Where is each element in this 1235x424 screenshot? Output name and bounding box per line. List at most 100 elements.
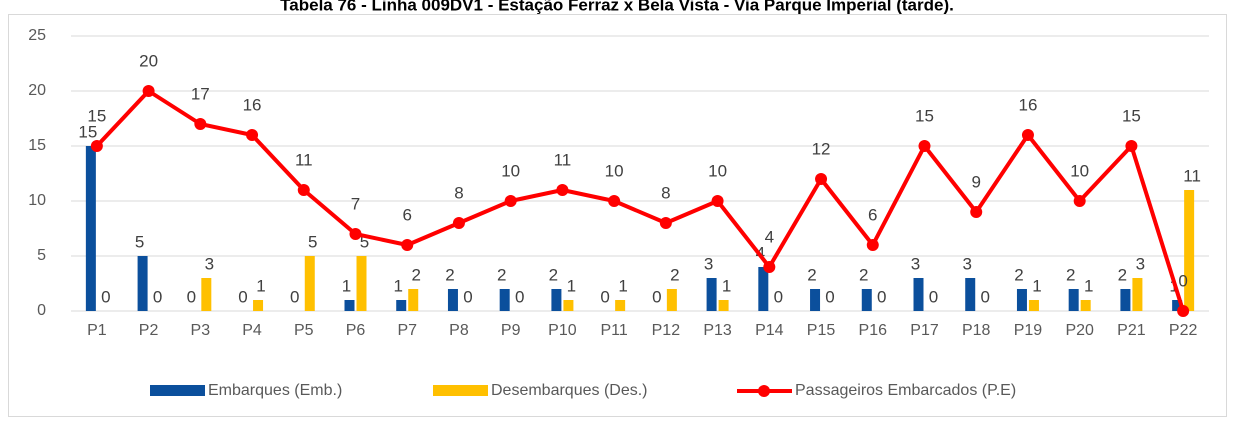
data-label: 17 bbox=[191, 84, 210, 103]
bar bbox=[408, 289, 419, 311]
line-marker bbox=[1073, 195, 1086, 207]
bar bbox=[563, 300, 574, 311]
data-label: 0 bbox=[1178, 271, 1187, 290]
bar bbox=[615, 300, 626, 311]
data-label: 12 bbox=[812, 139, 831, 158]
chart-border bbox=[8, 14, 1227, 417]
data-label: 0 bbox=[187, 287, 196, 306]
bar bbox=[913, 278, 924, 311]
data-label: 2 bbox=[1066, 265, 1075, 284]
y-tick-label: 15 bbox=[28, 137, 46, 154]
data-label: 7 bbox=[351, 194, 360, 213]
line-marker bbox=[763, 261, 776, 273]
data-label: 5 bbox=[360, 232, 369, 251]
x-tick-label: P6 bbox=[346, 322, 366, 339]
data-label: 11 bbox=[295, 150, 313, 169]
data-label: 15 bbox=[915, 106, 934, 125]
x-tick-label: P10 bbox=[548, 322, 577, 339]
data-label: 0 bbox=[600, 287, 609, 306]
data-label: 0 bbox=[877, 287, 886, 306]
line-marker bbox=[1177, 305, 1190, 317]
x-tick-label: P19 bbox=[1014, 322, 1043, 339]
line-marker bbox=[970, 206, 983, 218]
data-label: 10 bbox=[605, 161, 624, 180]
bar bbox=[861, 289, 872, 311]
chart-title: Tabela 76 - Linha 009DV1 - Estação Ferra… bbox=[280, 0, 954, 14]
line-marker bbox=[246, 129, 259, 141]
bar bbox=[253, 300, 264, 311]
line-marker bbox=[194, 118, 207, 130]
bar bbox=[201, 278, 212, 311]
data-label: 6 bbox=[402, 205, 411, 224]
bar bbox=[396, 300, 407, 311]
data-label: 0 bbox=[238, 287, 247, 306]
data-label: 3 bbox=[704, 254, 713, 273]
bar bbox=[344, 300, 355, 311]
x-tick-label: P16 bbox=[859, 322, 888, 339]
x-tick-label: P13 bbox=[703, 322, 732, 339]
line-marker bbox=[452, 217, 465, 229]
y-tick-label: 10 bbox=[28, 192, 46, 209]
y-tick-label: 5 bbox=[37, 247, 46, 264]
y-tick-label: 25 bbox=[28, 27, 46, 44]
data-label: 1 bbox=[393, 276, 402, 295]
data-label: 15 bbox=[1122, 106, 1141, 125]
data-label: 15 bbox=[87, 106, 106, 125]
legend-swatch bbox=[150, 385, 205, 396]
bar bbox=[137, 256, 148, 311]
bar bbox=[1184, 190, 1195, 311]
data-label: 1 bbox=[342, 276, 351, 295]
line-marker bbox=[608, 195, 621, 207]
data-label: 2 bbox=[445, 265, 454, 284]
line-marker bbox=[1125, 140, 1138, 152]
bar bbox=[718, 300, 729, 311]
line-marker bbox=[349, 228, 362, 240]
data-label: 16 bbox=[1018, 95, 1037, 114]
bar bbox=[666, 289, 677, 311]
bar bbox=[85, 146, 96, 311]
legend-label: Passageiros Embarcados (P.E) bbox=[795, 382, 1016, 399]
data-label: 2 bbox=[1014, 265, 1023, 284]
x-tick-label: P14 bbox=[755, 322, 784, 339]
data-label: 1 bbox=[1084, 276, 1093, 295]
x-tick-label: P21 bbox=[1117, 322, 1146, 339]
x-tick-label: P8 bbox=[449, 322, 469, 339]
data-label: 5 bbox=[135, 232, 144, 251]
bar bbox=[447, 289, 458, 311]
bar bbox=[1068, 289, 1079, 311]
line-marker bbox=[711, 195, 724, 207]
data-label: 0 bbox=[290, 287, 299, 306]
x-tick-label: P20 bbox=[1065, 322, 1094, 339]
bar bbox=[810, 289, 821, 311]
x-tick-label: P12 bbox=[652, 322, 681, 339]
line-marker bbox=[142, 85, 155, 97]
x-tick-label: P18 bbox=[962, 322, 991, 339]
legend-label: Embarques (Emb.) bbox=[208, 382, 342, 399]
data-label: 1 bbox=[722, 276, 731, 295]
bar bbox=[499, 289, 510, 311]
data-label: 0 bbox=[825, 287, 834, 306]
data-label: 2 bbox=[411, 265, 420, 284]
line-marker bbox=[556, 184, 569, 196]
data-label: 0 bbox=[774, 287, 783, 306]
x-tick-label: P11 bbox=[600, 322, 627, 339]
data-label: 3 bbox=[911, 254, 920, 273]
bar bbox=[304, 256, 315, 311]
data-label: 20 bbox=[139, 51, 158, 70]
bar bbox=[706, 278, 717, 311]
data-label: 0 bbox=[980, 287, 989, 306]
line bbox=[95, 89, 1186, 312]
bar bbox=[758, 267, 769, 311]
x-tick-label: P2 bbox=[139, 322, 159, 339]
x-tick-label: P1 bbox=[87, 322, 107, 339]
data-label: 2 bbox=[1118, 265, 1127, 284]
data-label: 10 bbox=[1070, 161, 1089, 180]
data-label: 2 bbox=[497, 265, 506, 284]
bar bbox=[1120, 289, 1131, 311]
x-tick-label: P17 bbox=[910, 322, 939, 339]
data-label: 0 bbox=[652, 287, 661, 306]
data-label: 2 bbox=[549, 265, 558, 284]
data-label: 0 bbox=[515, 287, 524, 306]
line-marker bbox=[1021, 129, 1034, 141]
